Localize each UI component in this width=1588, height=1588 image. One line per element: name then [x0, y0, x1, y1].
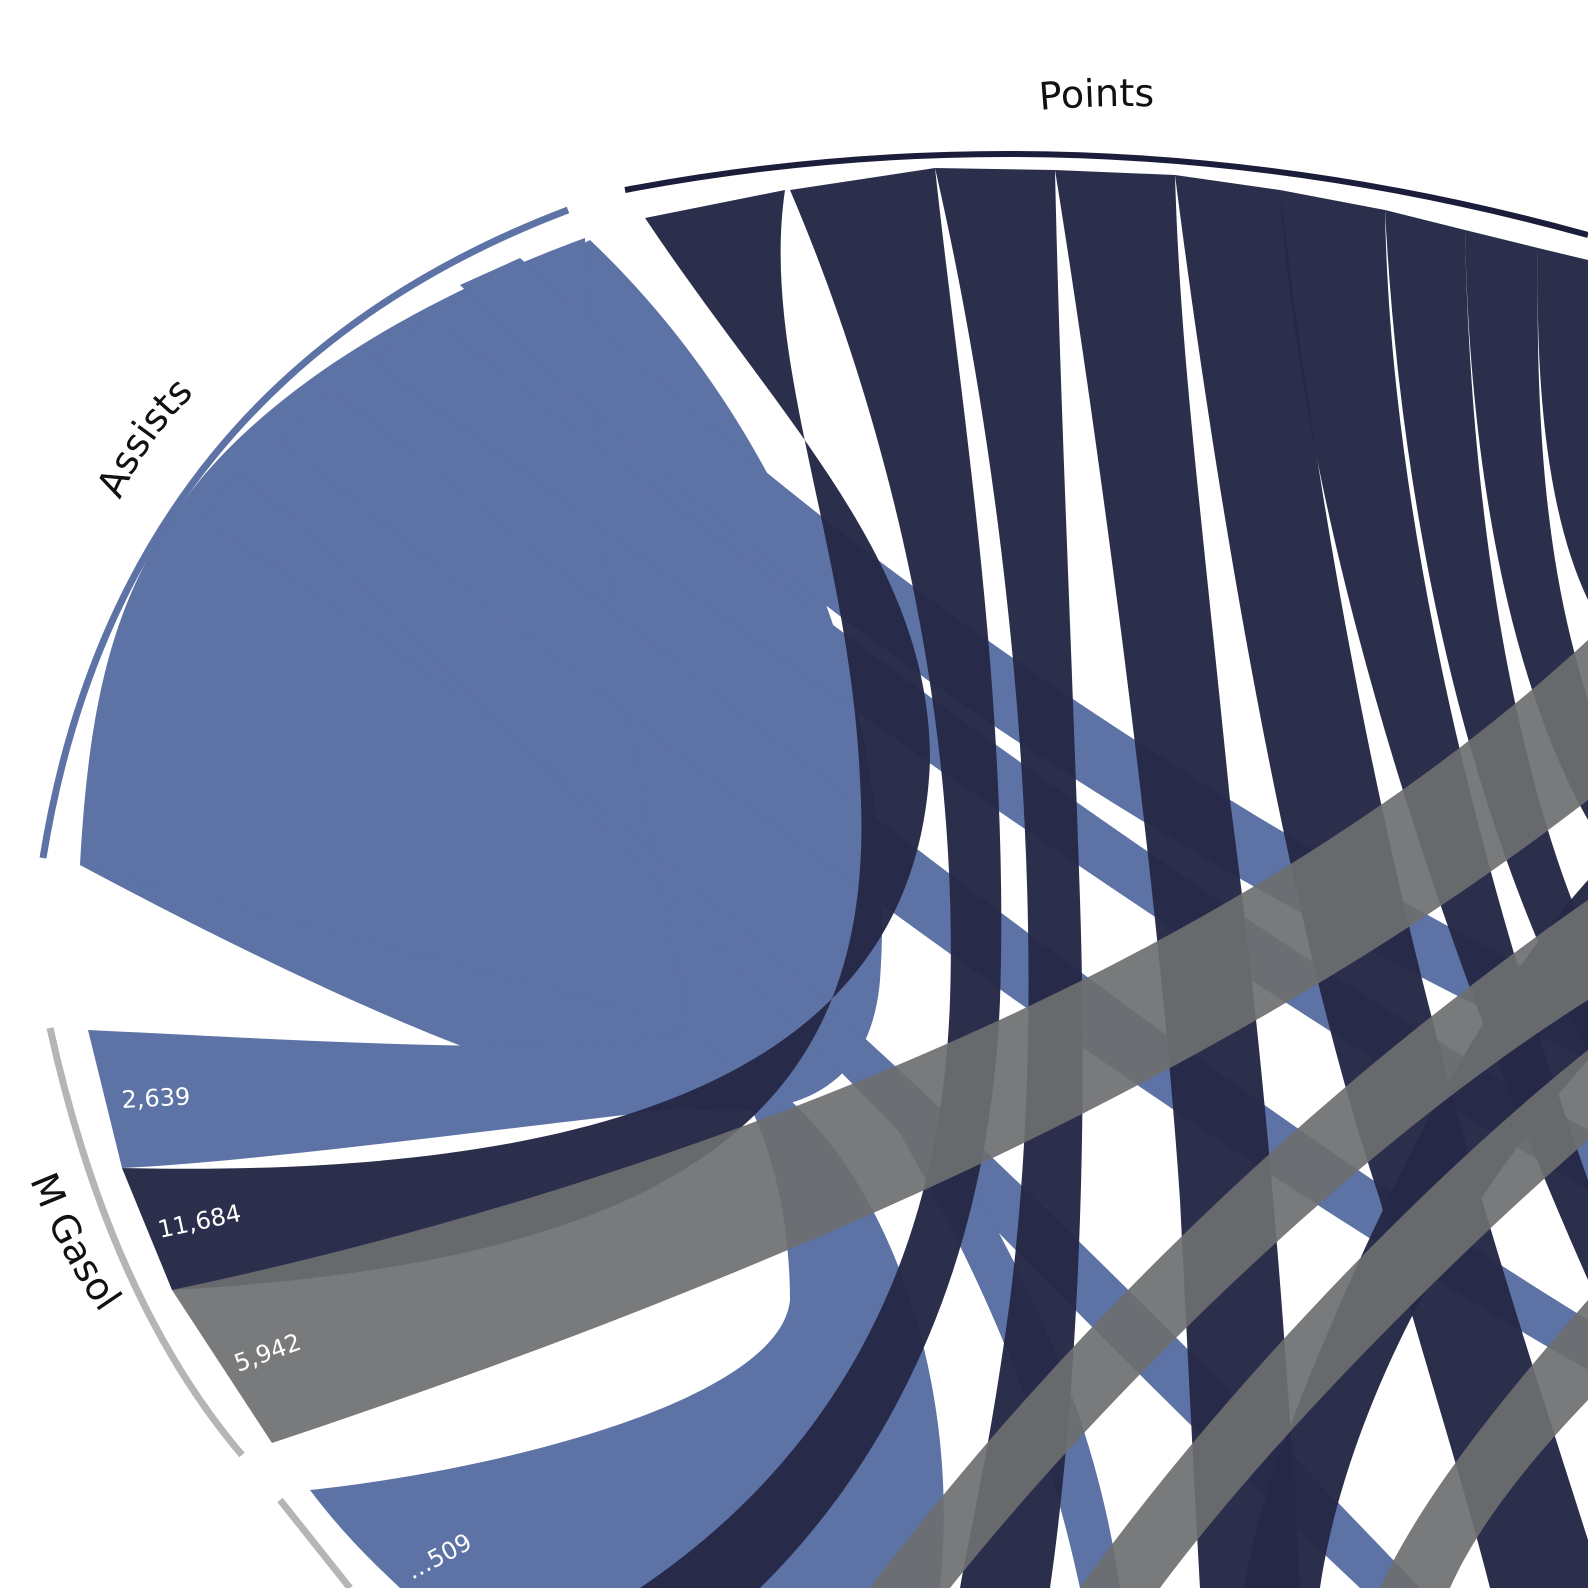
value-label-gasol-assists: 2,639 [121, 1082, 191, 1114]
ribbon-points-to-gasol [122, 190, 930, 1290]
ribbon-points-h [1537, 248, 1588, 600]
assists-group-label: Assists [88, 369, 201, 504]
points-group-arc [624, 151, 1588, 238]
ribbon-rebounds-a [870, 900, 1588, 1588]
ribbon-points-b [935, 168, 1083, 1588]
points-group-label: Points [1037, 71, 1154, 119]
ribbon-rebounds-c [1380, 1300, 1588, 1588]
ribbon-rebounds-b [1080, 1050, 1588, 1588]
m-gasol-group-arc [46, 1027, 245, 1458]
assists-group-arc [39, 206, 570, 859]
ribbon-rebounds-from-gasol [172, 640, 1588, 1443]
ribbon-assists-gasol-bottom [88, 1030, 944, 1588]
next-player-group-arc [277, 1497, 353, 1588]
ribbon-points-f [1385, 210, 1588, 1050]
rebounds-ribbons [172, 640, 1588, 1588]
ribbon-points-a [640, 168, 1002, 1588]
